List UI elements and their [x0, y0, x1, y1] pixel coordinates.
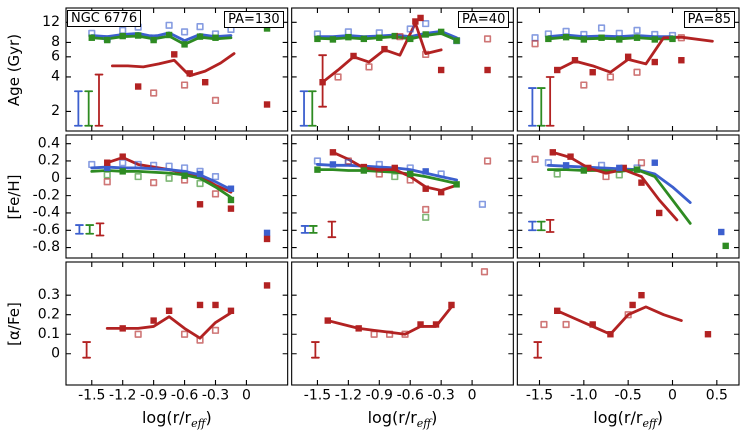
pa-label-130: PA=130	[224, 11, 284, 28]
y-axis-label-alphafe: [α/Fe]	[5, 301, 23, 346]
x-axis-label-sub: eff	[416, 417, 432, 431]
x-axis-label-sub: eff	[642, 417, 657, 431]
x-axis-label-col1: log(r/reff)	[66, 406, 288, 430]
y-axis-label-age: Age (Gyr)	[5, 33, 23, 106]
x-axis-label-pre: log(r/r	[593, 408, 643, 427]
x-axis-label-col2: log(r/reff)	[292, 406, 514, 430]
pa-label-40: PA=40	[458, 11, 510, 28]
y-axis-label-feh: [Fe/H]	[5, 173, 23, 220]
x-axis-label-pre: log(r/r	[367, 408, 417, 427]
x-axis-label-col3: log(r/reff)	[517, 406, 739, 430]
x-axis-label-pre: log(r/r	[141, 408, 192, 427]
x-axis-label-post: )	[431, 408, 438, 427]
x-axis-label-sub: eff	[191, 417, 206, 431]
galaxy-label: NGC 6776	[67, 10, 142, 27]
pa-label-85: PA=85	[683, 11, 735, 28]
x-axis-label-post: )	[205, 408, 212, 427]
x-axis-label-post: )	[656, 408, 664, 427]
